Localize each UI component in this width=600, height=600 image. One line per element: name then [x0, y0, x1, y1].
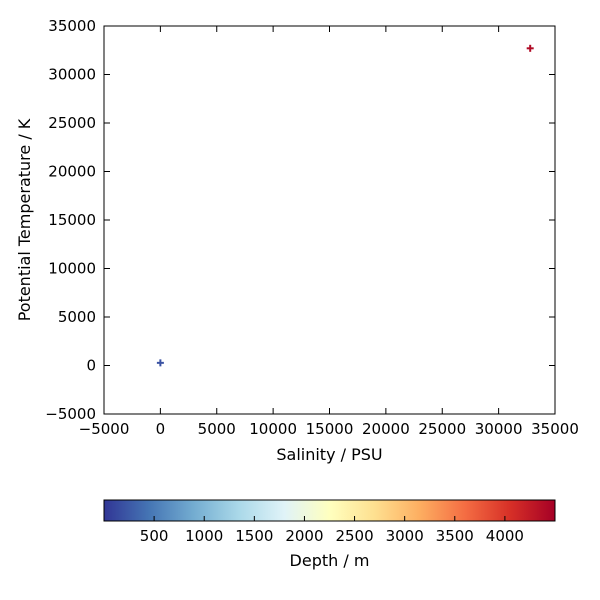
x-axis-ticks: −5000 0 5000 10000 15000 20000 25000 30000 35000	[79, 26, 579, 438]
scatter-point	[526, 44, 534, 52]
scatter-point	[156, 359, 164, 367]
x-tick-label: 5000	[198, 420, 236, 438]
x-axis-label: Salinity / PSU	[276, 445, 382, 464]
x-tick-label: 15000	[306, 420, 354, 438]
scatter-points	[156, 44, 534, 367]
x-tick-label: 25000	[418, 420, 466, 438]
colorbar-tick-label: 3500	[436, 527, 474, 545]
colorbar-tick-label: 2000	[285, 527, 323, 545]
plot-area	[103, 25, 556, 415]
colorbar-tick-label: 500	[140, 527, 169, 545]
y-tick-label: −5000	[45, 405, 96, 423]
y-tick-label: 10000	[48, 260, 96, 278]
x-tick-label: 20000	[362, 420, 410, 438]
y-tick-label: 35000	[48, 17, 96, 35]
colorbar-tick-label: 2500	[335, 527, 373, 545]
x-tick-label: 10000	[249, 420, 297, 438]
x-tick-label: 30000	[475, 420, 523, 438]
colorbar	[103, 499, 556, 522]
y-tick-label: 5000	[58, 308, 96, 326]
colorbar-tick-label: 1500	[235, 527, 273, 545]
x-tick-label: 0	[156, 420, 166, 438]
y-tick-label: 0	[86, 357, 96, 375]
y-tick-label: 30000	[48, 66, 96, 84]
x-tick-label: 35000	[531, 420, 579, 438]
colorbar-tick-label: 1000	[185, 527, 223, 545]
y-axis-label: Potential Temperature / K	[15, 118, 34, 321]
colorbar-ticks: 500 1000 1500 2000 2500 3000 3500 4000	[140, 516, 524, 545]
x-tick-label: −5000	[79, 420, 130, 438]
colorbar-tick-label: 3000	[386, 527, 424, 545]
colorbar-tick-label: 4000	[486, 527, 524, 545]
y-tick-label: 20000	[48, 163, 96, 181]
y-axis-ticks: −5000 0 5000 10000 15000 20000 25000 30000 35000	[45, 17, 555, 423]
colorbar-label: Depth / m	[290, 551, 370, 570]
y-tick-label: 15000	[48, 211, 96, 229]
y-tick-label: 25000	[48, 114, 96, 132]
